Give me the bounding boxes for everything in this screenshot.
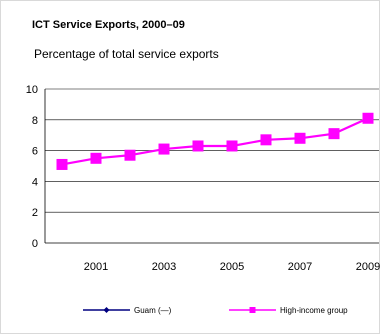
data-point — [294, 132, 306, 144]
y-tick-label: 10 — [26, 84, 38, 96]
data-point — [192, 140, 204, 152]
data-point — [158, 143, 170, 155]
data-point — [328, 128, 340, 140]
chart-title: ICT Service Exports, 2000–09 — [32, 19, 185, 31]
series-layer — [56, 112, 374, 170]
legend-marker-1 — [249, 307, 256, 313]
x-tick-label: 2007 — [288, 261, 312, 273]
x-tick-label: 2003 — [152, 261, 176, 273]
legend-label: Guam (—) — [134, 306, 172, 315]
y-tick-label: 2 — [32, 207, 38, 219]
data-point — [362, 112, 374, 124]
legend-label: High-income group — [280, 306, 348, 315]
data-point — [260, 134, 272, 146]
series-line-1 — [61, 117, 369, 166]
gridlines — [45, 88, 379, 213]
legend: Guam (—) High-income group — [83, 306, 348, 315]
data-point — [226, 140, 238, 152]
data-point — [124, 149, 136, 161]
x-tick-label: 2001 — [84, 261, 108, 273]
axes: 0 2 4 6 8 10 2001 2003 2005 2007 2009 — [26, 84, 380, 273]
y-tick-label: 0 — [32, 238, 38, 250]
chart-subtitle: Percentage of total service exports — [34, 47, 219, 61]
x-tick-label: 2005 — [220, 261, 244, 273]
y-tick-label: 6 — [32, 146, 38, 158]
y-tick-label: 4 — [32, 176, 38, 188]
data-point — [90, 152, 102, 164]
x-tick-label: 2009 — [356, 261, 380, 273]
data-point — [56, 158, 68, 170]
legend-marker-0 — [103, 307, 110, 313]
y-tick-label: 8 — [32, 115, 38, 127]
